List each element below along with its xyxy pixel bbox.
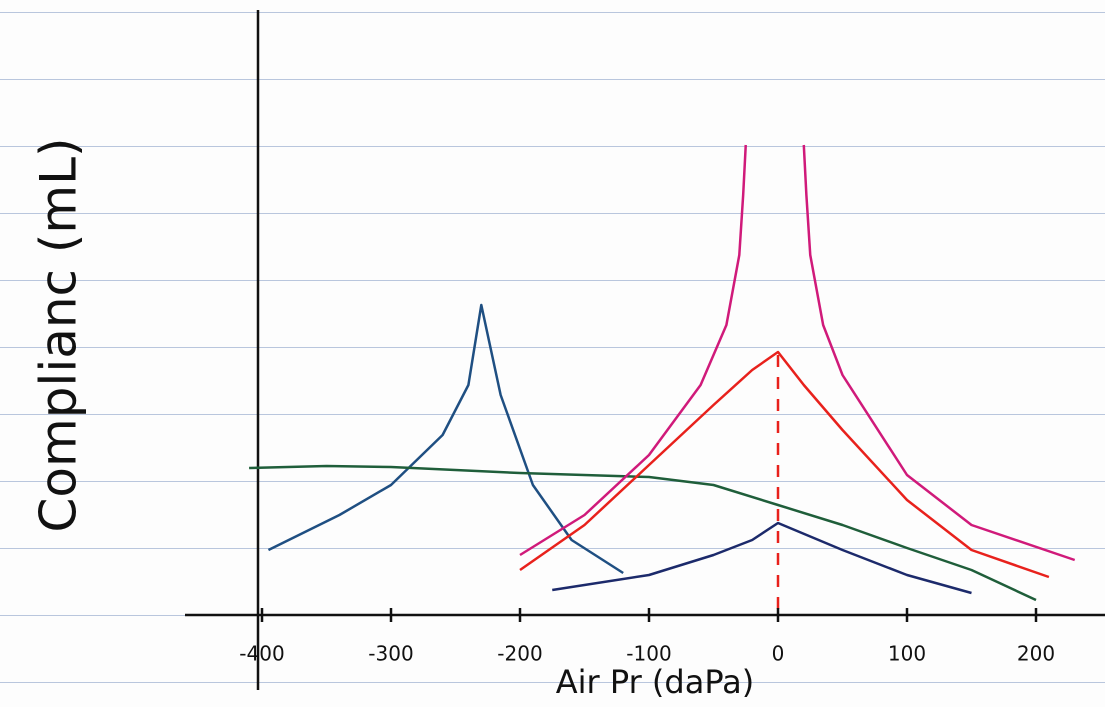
curve (267, 303, 624, 575)
x-tick-label: 200 (1017, 642, 1055, 666)
x-tick-label: -200 (497, 642, 542, 666)
curve (552, 521, 972, 595)
curve (249, 464, 1037, 602)
x-tick-label: 0 (772, 642, 785, 666)
y-axis-label: Complianc (mL) (30, 137, 88, 532)
curve (519, 350, 1050, 579)
x-axis-label: Air Pr (daPa) (556, 663, 755, 701)
curve (519, 144, 1076, 562)
x-tick-label: -400 (239, 642, 284, 666)
x-tick-label: -300 (368, 642, 413, 666)
x-tick-label: -100 (626, 642, 671, 666)
x-tick-label: 100 (888, 642, 926, 666)
